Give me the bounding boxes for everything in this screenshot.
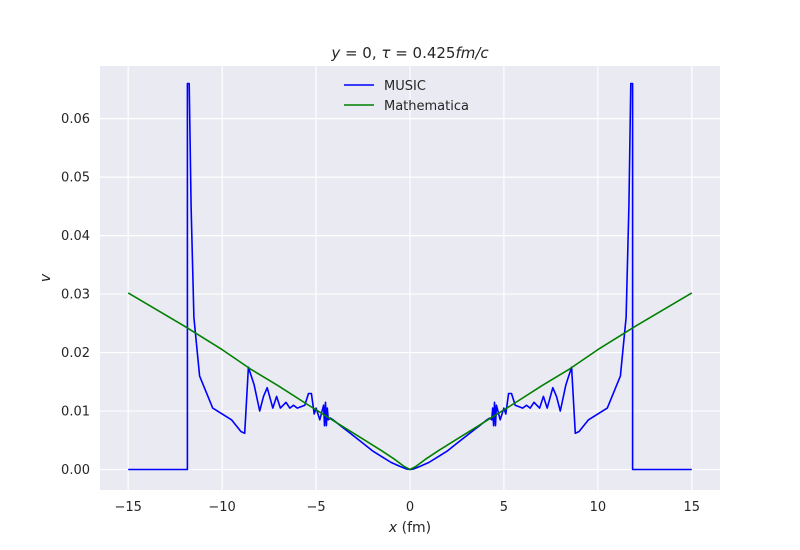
chart-title: y = 0, τ = 0.425fm/c: [330, 44, 489, 62]
grid: [100, 66, 720, 490]
x-tick-label: −15: [114, 500, 141, 515]
y-tick-label: 0.05: [61, 171, 90, 186]
series-line-mathematica: [127, 292, 693, 471]
legend-label-mathematica: Mathematica: [384, 99, 469, 114]
y-axis-label: v: [38, 273, 54, 282]
y-tick-label: 0.02: [61, 346, 90, 361]
x-axis-ticks: −15 −10 −5 0 5 10 15: [114, 500, 700, 515]
x-tick-label: −10: [208, 500, 235, 515]
x-tick-label: 0: [406, 500, 414, 515]
x-tick-label: 15: [684, 500, 701, 515]
x-tick-label: −5: [306, 500, 325, 515]
x-tick-label: 10: [590, 500, 607, 515]
legend-label-music: MUSIC: [384, 79, 426, 94]
series-layer: [127, 82, 693, 471]
y-tick-label: 0.04: [61, 229, 90, 244]
y-axis-ticks: 0.00 0.01 0.02 0.03 0.04 0.05 0.06: [61, 112, 90, 478]
y-tick-label: 0.01: [61, 405, 90, 420]
y-tick-label: 0.03: [61, 288, 90, 303]
y-tick-label: 0.06: [61, 112, 90, 127]
y-tick-label: 0.00: [61, 463, 90, 478]
legend: MUSIC Mathematica: [344, 79, 469, 114]
x-axis-label: x (fm): [388, 520, 431, 536]
x-tick-label: 5: [500, 500, 508, 515]
